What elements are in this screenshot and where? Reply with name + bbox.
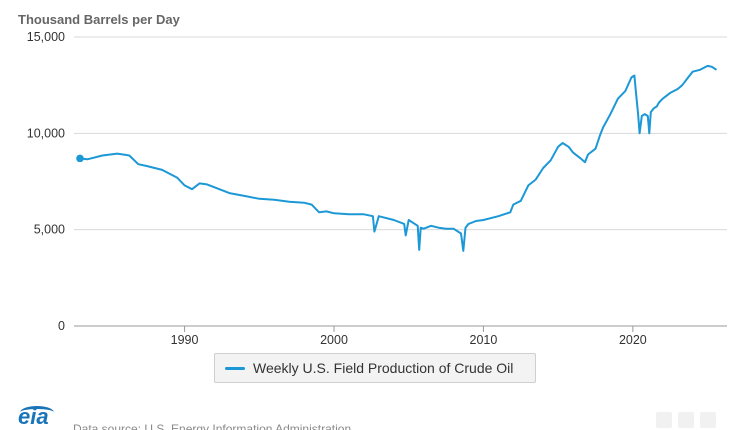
x-tick-label: 1990 xyxy=(171,333,199,347)
y-tick-label: 5,000 xyxy=(34,223,65,237)
gridlines xyxy=(74,36,727,327)
eia-logo: eia xyxy=(18,404,49,429)
y-unit-label: Thousand Barrels per Day xyxy=(18,12,181,27)
x-axis-ticks: 1990 2000 2010 2020 xyxy=(171,326,647,347)
x-tick-label: 2010 xyxy=(470,333,498,347)
x-tick-label: 2020 xyxy=(619,333,647,347)
export-menu-icon[interactable] xyxy=(700,412,716,428)
legend-label: Weekly U.S. Field Production of Crude Oi… xyxy=(253,360,514,376)
x-tick-label: 2000 xyxy=(320,333,348,347)
series-layer xyxy=(76,64,718,252)
footer: eia Data source: U.S. Energy Information… xyxy=(18,404,738,430)
legend[interactable]: Weekly U.S. Field Production of Crude Oi… xyxy=(214,353,536,383)
y-tick-label: 15,000 xyxy=(27,30,65,44)
y-axis-ticks: 0 5,000 10,000 15,000 xyxy=(27,30,65,333)
y-tick-label: 0 xyxy=(58,319,65,333)
y-tick-label: 10,000 xyxy=(27,126,65,140)
series-start-marker[interactable] xyxy=(76,154,84,163)
series-line-0[interactable] xyxy=(79,64,718,252)
export-icons xyxy=(656,412,716,428)
chart-canvas: Thousand Barrels per Day 0 5,000 10,000 15,… xyxy=(18,12,727,347)
legend-swatch-icon xyxy=(225,366,245,370)
data-source-text: Data source: U.S. Energy Information Adm… xyxy=(73,422,352,430)
export-image-icon[interactable] xyxy=(678,412,694,428)
export-csv-icon[interactable] xyxy=(656,412,672,428)
eia-logo-arc-icon xyxy=(20,406,54,419)
